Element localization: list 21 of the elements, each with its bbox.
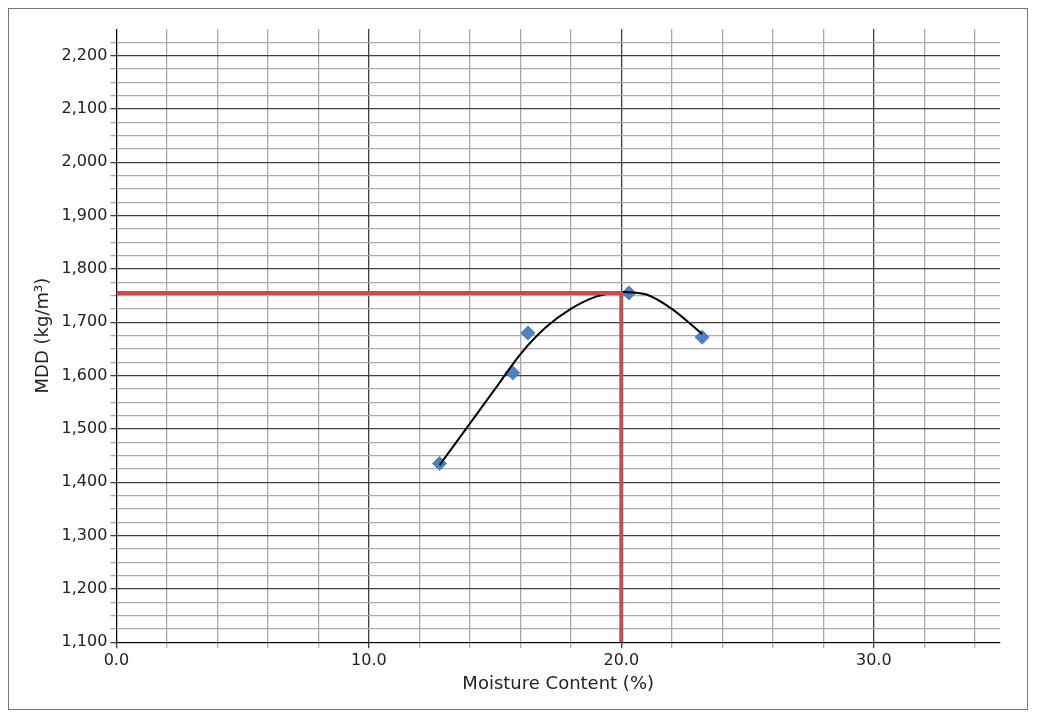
y-tick-label: 1,800 bbox=[61, 258, 108, 278]
y-tick-label: 2,200 bbox=[61, 44, 108, 64]
y-tick-label: 1,300 bbox=[61, 524, 108, 544]
y-tick-label: 1,700 bbox=[61, 311, 108, 331]
y-tick-label: 2,100 bbox=[61, 98, 108, 118]
x-tick-label: 20.0 bbox=[603, 649, 640, 669]
y-tick-label: 2,000 bbox=[61, 151, 108, 171]
x-tick-label: 0.0 bbox=[103, 649, 130, 669]
y-tick-label: 1,100 bbox=[61, 631, 108, 651]
y-tick-label: 1,500 bbox=[61, 418, 108, 438]
y-axis-title: MDD (kg/m³) bbox=[31, 277, 53, 394]
y-tick-label: 1,900 bbox=[61, 204, 108, 224]
point bbox=[694, 329, 710, 345]
y-tick-label: 1,600 bbox=[61, 364, 108, 384]
y-tick-label: 1,200 bbox=[61, 578, 108, 598]
point bbox=[520, 325, 536, 341]
y-tick-label: 1,400 bbox=[61, 471, 108, 491]
x-axis-title: Moisture Content (%) bbox=[462, 671, 655, 693]
point bbox=[505, 365, 521, 381]
x-tick-label: 30.0 bbox=[855, 649, 892, 669]
x-tick-label: 10.0 bbox=[351, 649, 387, 669]
